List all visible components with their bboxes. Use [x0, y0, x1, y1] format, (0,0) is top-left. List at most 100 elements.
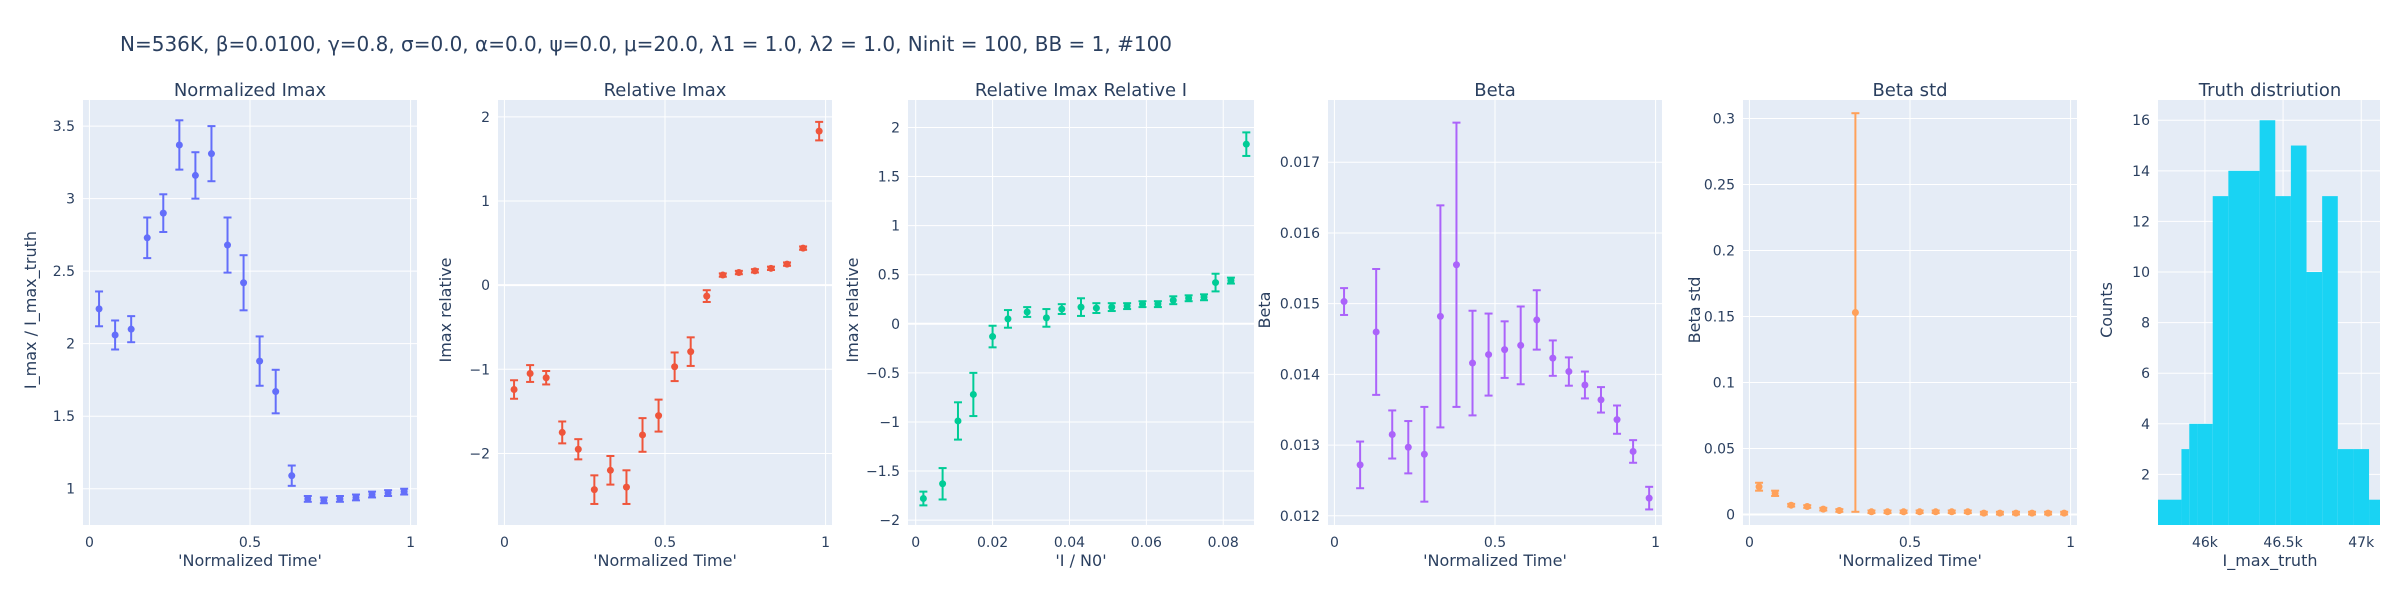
data-point — [1916, 508, 1924, 516]
data-point — [240, 279, 248, 287]
data-point — [919, 494, 927, 502]
data-point — [1581, 381, 1589, 389]
data-point — [574, 445, 582, 453]
data-point — [799, 244, 807, 252]
panel-title: Truth distriution — [2198, 80, 2342, 101]
histogram-bar — [2369, 499, 2380, 525]
histogram-bar — [2322, 196, 2338, 525]
y-tick-label: −2 — [469, 446, 490, 462]
histogram-bar — [2306, 272, 2323, 525]
y-tick-label: 10 — [2132, 265, 2150, 281]
x-axis-label: 'I / N0' — [1055, 551, 1106, 570]
panel-beta-std: Beta std 'Normalized Time' Beta std — [1685, 80, 1982, 570]
data-point — [207, 150, 215, 158]
y-tick-label: 2 — [891, 120, 900, 136]
data-point — [542, 374, 550, 382]
y-tick-label: −1.5 — [866, 464, 900, 480]
data-point — [352, 493, 360, 501]
plot-area-3: 0 0.02 0.04 0.06 0.08 −2 −1.5 −1 −0.5 0 0.5 1 1.5 2 — [866, 100, 1254, 551]
data-point — [1200, 293, 1208, 301]
panel-relative-imax-relative-i: Relative Imax Relative I 'I / N0' Imax r… — [843, 80, 1187, 570]
data-point — [400, 488, 408, 496]
data-point — [1819, 505, 1827, 513]
data-point — [1948, 508, 1956, 516]
data-point — [1613, 416, 1621, 424]
data-point — [526, 370, 534, 378]
plot-area-4: 0 0.5 1 0.012 0.013 0.014 0.015 0.016 0.017 — [1280, 100, 1662, 551]
data-point — [1771, 489, 1779, 497]
data-point — [1004, 315, 1012, 323]
data-point — [1501, 346, 1509, 354]
y-tick-label: 2 — [66, 337, 75, 353]
data-point — [368, 491, 376, 499]
y-tick-label: 0.3 — [1713, 111, 1735, 127]
panel-beta: Beta 'Normalized Time' Beta — [1255, 80, 1567, 570]
data-point — [1108, 303, 1116, 311]
data-point — [1485, 351, 1493, 359]
histogram-bar — [2197, 423, 2213, 525]
histogram-bar — [2259, 120, 2276, 525]
data-point — [1227, 277, 1235, 285]
data-point — [1835, 506, 1843, 514]
data-point — [95, 305, 103, 313]
x-axis-label: 'Normalized Time' — [1423, 551, 1567, 570]
data-point — [127, 325, 135, 333]
data-point — [1154, 300, 1162, 308]
data-point — [590, 486, 598, 494]
y-tick-label: 0.013 — [1280, 438, 1320, 454]
y-axis-label: Beta std — [1685, 277, 1704, 344]
panel-relative-imax: Relative Imax 'Normalized Time' Imax rel… — [436, 80, 737, 570]
data-point — [143, 234, 151, 242]
y-tick-label: 0.1 — [1713, 375, 1735, 391]
panel-title: Relative Imax — [604, 80, 727, 101]
data-point — [719, 271, 727, 279]
data-point — [1629, 447, 1637, 455]
x-axis-label: I_max_truth — [2223, 551, 2318, 571]
x-tick-label: 1 — [2066, 535, 2075, 551]
data-point — [336, 495, 344, 503]
data-point — [639, 431, 647, 439]
data-point — [954, 417, 962, 425]
y-tick-label: 8 — [2141, 316, 2150, 332]
data-point — [687, 348, 695, 356]
y-tick-label: 12 — [2132, 214, 2150, 230]
data-point — [288, 472, 296, 480]
data-point — [2060, 509, 2068, 517]
x-tick-label: 47k — [2348, 535, 2375, 551]
y-axis-label: Counts — [2097, 282, 2116, 338]
data-point — [558, 428, 566, 436]
x-tick-label: 0.5 — [1899, 535, 1921, 551]
y-tick-label: 2.5 — [53, 264, 75, 280]
y-tick-label: 0.15 — [1704, 309, 1735, 325]
y-tick-label: 0.012 — [1280, 509, 1320, 525]
x-tick-label: 0.5 — [654, 535, 676, 551]
data-point — [2044, 509, 2052, 517]
y-tick-label: 0.016 — [1280, 226, 1320, 242]
x-tick-label: 1 — [821, 535, 830, 551]
y-tick-label: −1 — [469, 362, 490, 378]
y-tick-label: −1 — [879, 415, 900, 431]
data-point — [2028, 509, 2036, 517]
data-point — [1139, 300, 1147, 308]
histogram-bar — [2189, 423, 2198, 525]
y-tick-label: 1 — [891, 219, 900, 235]
data-point — [2012, 509, 2020, 517]
histogram-bar — [2353, 449, 2370, 525]
data-point — [1436, 312, 1444, 320]
data-point — [703, 292, 711, 300]
y-tick-label: 16 — [2132, 113, 2150, 129]
histogram-bar — [2181, 449, 2190, 525]
x-tick-label: 0.04 — [1054, 535, 1085, 551]
x-tick-label: 0.08 — [1208, 535, 1239, 551]
y-tick-label: 4 — [2141, 417, 2150, 433]
y-tick-label: 0 — [891, 317, 900, 333]
data-point — [224, 241, 232, 249]
data-point — [1372, 328, 1380, 336]
data-point — [1900, 508, 1908, 516]
panel-title: Normalized Imax — [174, 80, 327, 101]
x-axis-label: 'Normalized Time' — [178, 551, 322, 570]
data-point — [1517, 341, 1525, 349]
y-tick-label: 3.5 — [53, 119, 75, 135]
data-point — [1645, 494, 1653, 502]
data-point — [622, 483, 630, 491]
